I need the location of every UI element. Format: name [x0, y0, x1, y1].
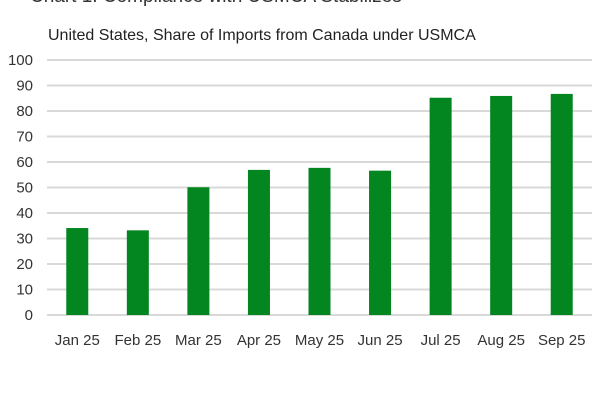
bar-sep-25: [550, 93, 573, 315]
bar-jan-25: [66, 228, 89, 315]
chart-title: Chart 1: Compliance with USMCA Stabilize…: [30, 0, 402, 8]
y-tick-label: 0: [25, 307, 33, 324]
x-tick-label: May 25: [295, 332, 344, 349]
x-tick-label: Mar 25: [175, 332, 222, 349]
x-tick-label: Sep 25: [538, 332, 586, 349]
bar-mar-25: [187, 187, 210, 315]
bar-may-25: [308, 167, 331, 315]
y-tick-label: 100: [8, 52, 33, 69]
x-tick-label: Apr 25: [237, 332, 281, 349]
x-tick-label: Jan 25: [55, 332, 100, 349]
y-tick-label: 70: [16, 129, 33, 146]
bar-aug-25: [490, 95, 513, 315]
bar-jul-25: [429, 97, 452, 316]
x-tick-label: Feb 25: [114, 332, 161, 349]
y-tick-label: 60: [16, 154, 33, 171]
y-tick-label: 40: [16, 205, 33, 222]
y-tick-label: 90: [16, 78, 33, 95]
y-tick-label: 80: [16, 103, 33, 120]
bar-feb-25: [126, 230, 149, 315]
bar-apr-25: [247, 169, 270, 315]
x-tick-label: Jul 25: [421, 332, 461, 349]
chart-subtitle: United States, Share of Imports from Can…: [48, 27, 476, 44]
bar-jun-25: [369, 170, 392, 315]
y-tick-label: 30: [16, 231, 33, 248]
y-tick-label: 50: [16, 180, 33, 197]
x-tick-label: Jun 25: [358, 332, 403, 349]
y-tick-label: 10: [16, 282, 33, 299]
y-tick-label: 20: [16, 256, 33, 273]
x-tick-label: Aug 25: [477, 332, 525, 349]
